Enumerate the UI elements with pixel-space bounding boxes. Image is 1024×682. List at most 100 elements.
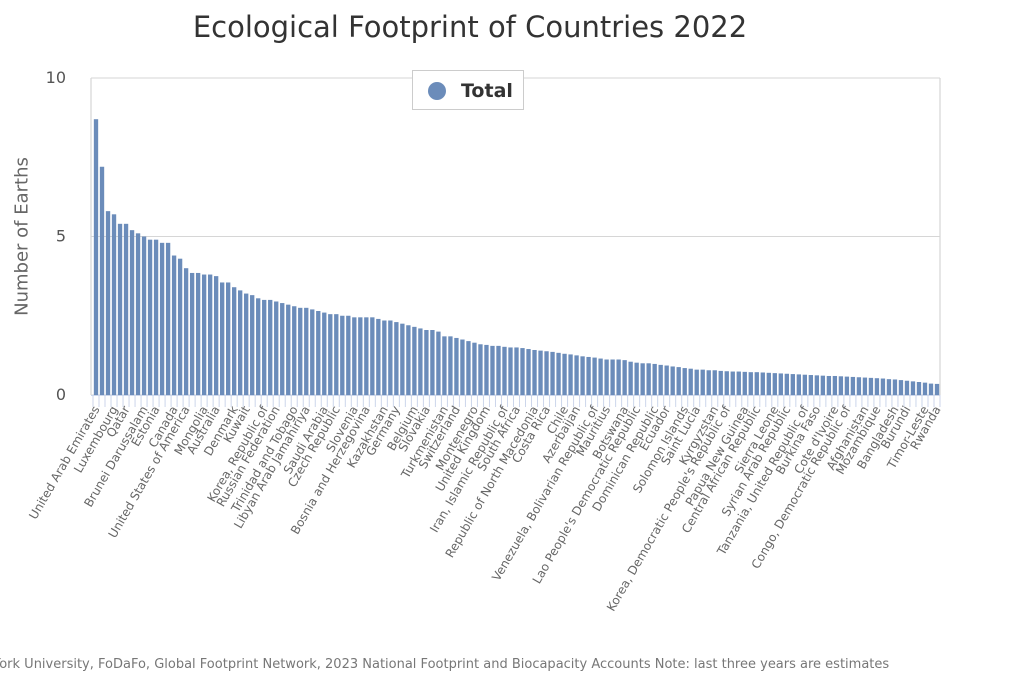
bar[interactable]: [856, 377, 862, 395]
bar[interactable]: [934, 383, 940, 395]
bar[interactable]: [93, 119, 99, 396]
bar[interactable]: [544, 351, 549, 395]
bar[interactable]: [652, 363, 657, 395]
bar[interactable]: [694, 369, 699, 395]
bar[interactable]: [616, 359, 621, 396]
bar[interactable]: [213, 276, 219, 396]
bar[interactable]: [736, 371, 741, 395]
bar[interactable]: [484, 344, 489, 395]
bar[interactable]: [748, 372, 753, 395]
bar[interactable]: [442, 336, 447, 395]
bar[interactable]: [490, 345, 495, 395]
bar[interactable]: [298, 307, 303, 395]
bar[interactable]: [886, 379, 892, 395]
bar[interactable]: [844, 376, 850, 395]
bar[interactable]: [592, 357, 597, 395]
bar[interactable]: [898, 380, 904, 395]
bar[interactable]: [454, 337, 459, 395]
bar[interactable]: [430, 330, 435, 395]
bar[interactable]: [286, 304, 291, 395]
bar[interactable]: [790, 374, 795, 395]
bar[interactable]: [826, 375, 832, 395]
bar[interactable]: [712, 370, 717, 395]
bar[interactable]: [778, 373, 783, 395]
bar[interactable]: [141, 236, 147, 396]
bar[interactable]: [189, 272, 195, 395]
bar[interactable]: [850, 376, 856, 395]
bar[interactable]: [862, 377, 868, 395]
bar[interactable]: [622, 360, 627, 395]
bar[interactable]: [646, 363, 651, 395]
bar[interactable]: [664, 365, 669, 395]
bar[interactable]: [268, 299, 273, 395]
bar[interactable]: [117, 223, 123, 395]
bar[interactable]: [195, 272, 201, 395]
bar[interactable]: [478, 344, 483, 395]
bar[interactable]: [171, 255, 177, 395]
bar[interactable]: [472, 342, 477, 395]
bar[interactable]: [292, 306, 297, 395]
bar[interactable]: [123, 223, 129, 395]
bar[interactable]: [207, 274, 213, 395]
bar[interactable]: [880, 378, 886, 395]
bar[interactable]: [502, 346, 507, 395]
bar[interactable]: [832, 375, 838, 395]
bar[interactable]: [766, 372, 771, 395]
bar[interactable]: [514, 347, 519, 395]
bar[interactable]: [892, 379, 898, 395]
bar[interactable]: [520, 348, 525, 395]
bar[interactable]: [742, 371, 747, 395]
bar[interactable]: [910, 381, 916, 395]
bar[interactable]: [604, 359, 609, 396]
bar[interactable]: [706, 370, 711, 395]
bar[interactable]: [658, 364, 663, 395]
bar[interactable]: [244, 293, 249, 395]
bar[interactable]: [147, 239, 153, 395]
bar[interactable]: [177, 258, 183, 395]
bar[interactable]: [688, 368, 693, 395]
bar[interactable]: [508, 347, 513, 395]
bar[interactable]: [640, 363, 645, 395]
bar[interactable]: [388, 320, 393, 396]
bar[interactable]: [111, 214, 117, 395]
bar[interactable]: [304, 307, 309, 395]
bar[interactable]: [256, 298, 261, 395]
bar[interactable]: [718, 370, 723, 395]
bar[interactable]: [916, 382, 922, 395]
bar[interactable]: [159, 242, 165, 395]
bar[interactable]: [274, 301, 279, 395]
bar[interactable]: [922, 382, 928, 395]
bar[interactable]: [628, 361, 633, 395]
bar[interactable]: [796, 374, 801, 395]
bar[interactable]: [201, 274, 207, 395]
bar[interactable]: [676, 367, 681, 395]
bar[interactable]: [346, 315, 351, 395]
bar[interactable]: [700, 369, 705, 395]
bar[interactable]: [316, 311, 321, 395]
bar[interactable]: [406, 325, 411, 395]
bar[interactable]: [424, 330, 429, 395]
bar[interactable]: [820, 375, 826, 395]
bar[interactable]: [904, 380, 910, 395]
bar[interactable]: [364, 317, 369, 395]
bar[interactable]: [580, 356, 585, 395]
bar[interactable]: [238, 290, 243, 395]
bar[interactable]: [129, 230, 135, 395]
bar[interactable]: [219, 282, 225, 395]
bar[interactable]: [562, 353, 567, 395]
bar[interactable]: [400, 323, 405, 395]
bar[interactable]: [838, 376, 844, 395]
bar[interactable]: [868, 377, 874, 395]
bar[interactable]: [232, 287, 237, 395]
bar[interactable]: [610, 359, 615, 396]
bar[interactable]: [448, 336, 453, 395]
bar[interactable]: [496, 345, 501, 395]
bar[interactable]: [568, 354, 573, 395]
bar[interactable]: [574, 355, 579, 396]
bar[interactable]: [670, 366, 675, 395]
bar[interactable]: [153, 239, 159, 395]
bar[interactable]: [310, 309, 315, 395]
bar[interactable]: [928, 383, 934, 395]
bar[interactable]: [105, 211, 111, 395]
bar[interactable]: [538, 350, 543, 395]
